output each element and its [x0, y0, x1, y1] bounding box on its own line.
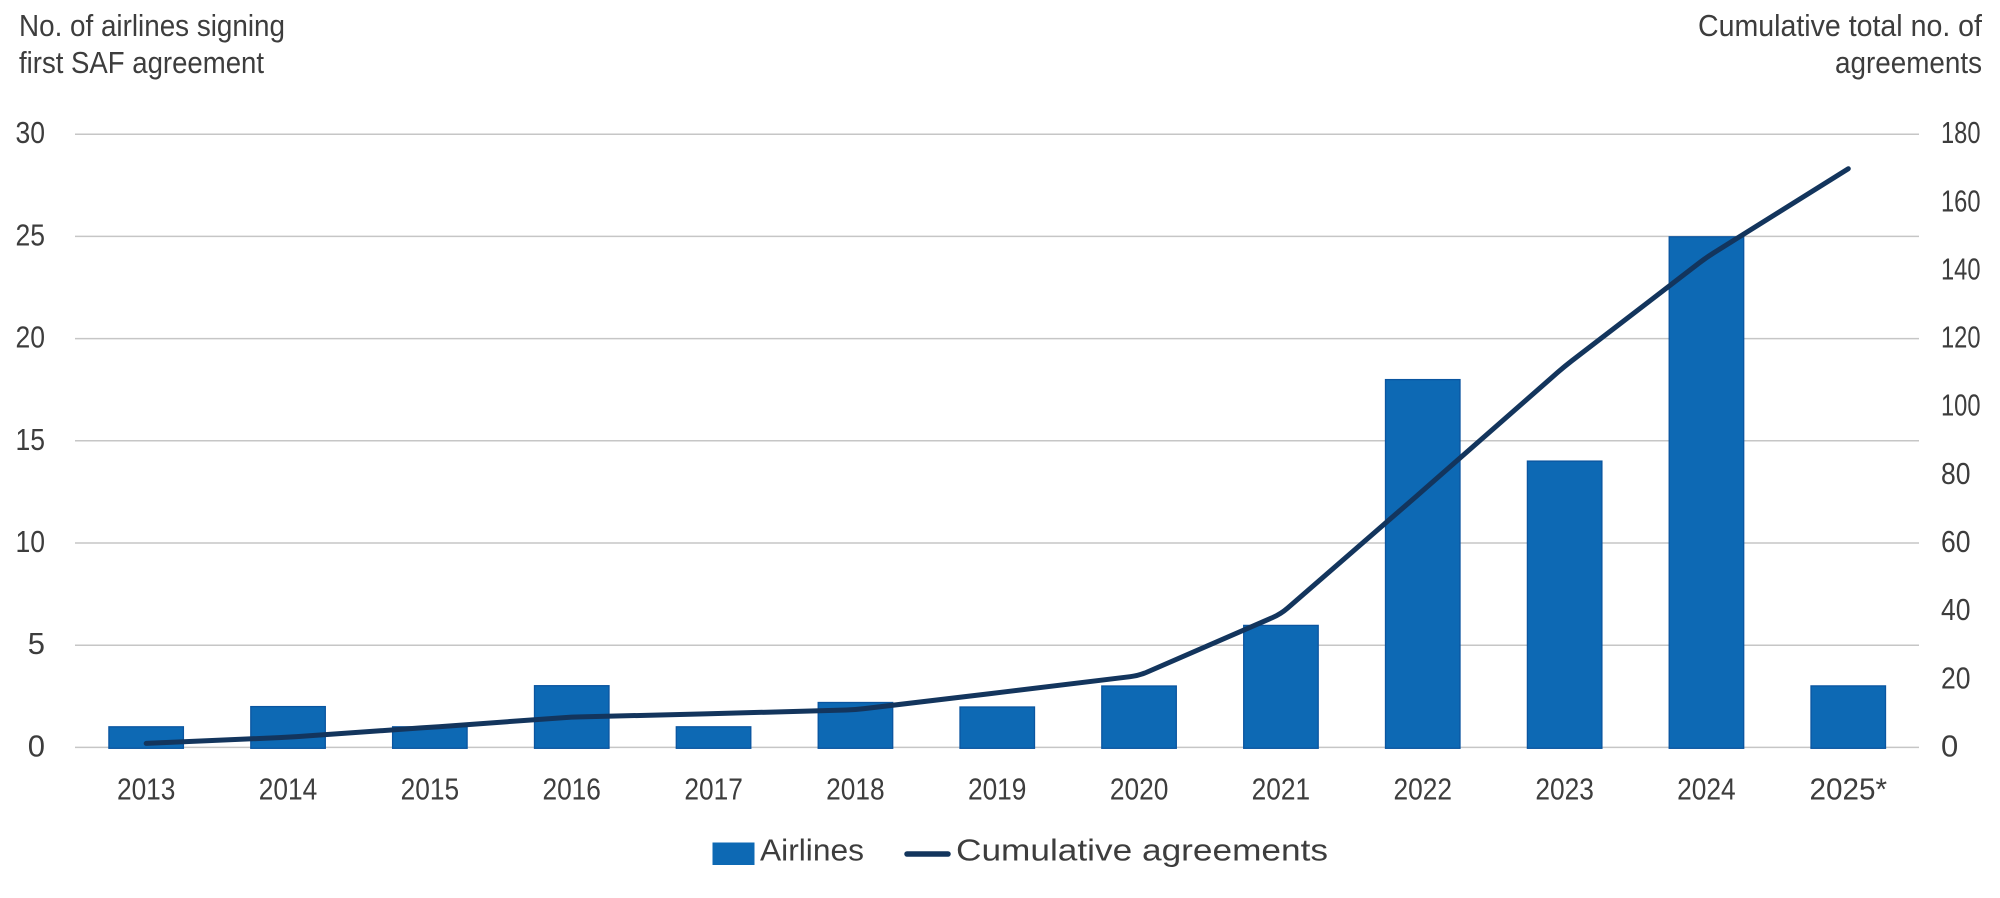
svg-text:0: 0	[28, 728, 45, 763]
svg-text:Cumulative total no. of: Cumulative total no. of	[1698, 8, 1982, 43]
svg-text:25: 25	[16, 217, 46, 252]
svg-text:2017: 2017	[684, 772, 743, 807]
svg-text:10: 10	[16, 524, 46, 559]
svg-text:2013: 2013	[117, 772, 176, 807]
svg-text:2020: 2020	[1110, 772, 1169, 807]
svg-text:Airlines: Airlines	[760, 833, 864, 868]
svg-text:2023: 2023	[1535, 772, 1594, 807]
svg-text:160: 160	[1941, 183, 1981, 218]
svg-text:2018: 2018	[826, 772, 885, 807]
svg-text:20: 20	[16, 320, 46, 355]
svg-text:5: 5	[28, 626, 45, 661]
svg-text:agreements: agreements	[1835, 45, 1982, 80]
svg-text:100: 100	[1941, 388, 1981, 423]
svg-text:2014: 2014	[259, 772, 318, 807]
svg-text:No. of airlines signing: No. of airlines signing	[19, 8, 285, 43]
svg-text:60: 60	[1941, 524, 1971, 559]
svg-text:0: 0	[1941, 728, 1958, 763]
svg-text:2021: 2021	[1252, 772, 1311, 807]
svg-text:Cumulative agreements: Cumulative agreements	[956, 833, 1328, 868]
svg-text:15: 15	[16, 422, 46, 457]
svg-text:2015: 2015	[401, 772, 460, 807]
svg-text:120: 120	[1941, 320, 1981, 355]
svg-text:40: 40	[1941, 592, 1971, 627]
svg-text:180: 180	[1941, 115, 1981, 150]
svg-text:2025*: 2025*	[1810, 772, 1888, 807]
svg-text:first SAF agreement: first SAF agreement	[19, 45, 264, 80]
svg-text:80: 80	[1941, 456, 1971, 491]
svg-text:30: 30	[16, 115, 46, 150]
svg-text:2024: 2024	[1677, 772, 1736, 807]
svg-text:20: 20	[1941, 660, 1971, 695]
svg-text:2019: 2019	[968, 772, 1027, 807]
svg-text:2022: 2022	[1394, 772, 1453, 807]
svg-text:2016: 2016	[542, 772, 601, 807]
svg-text:140: 140	[1941, 252, 1981, 287]
